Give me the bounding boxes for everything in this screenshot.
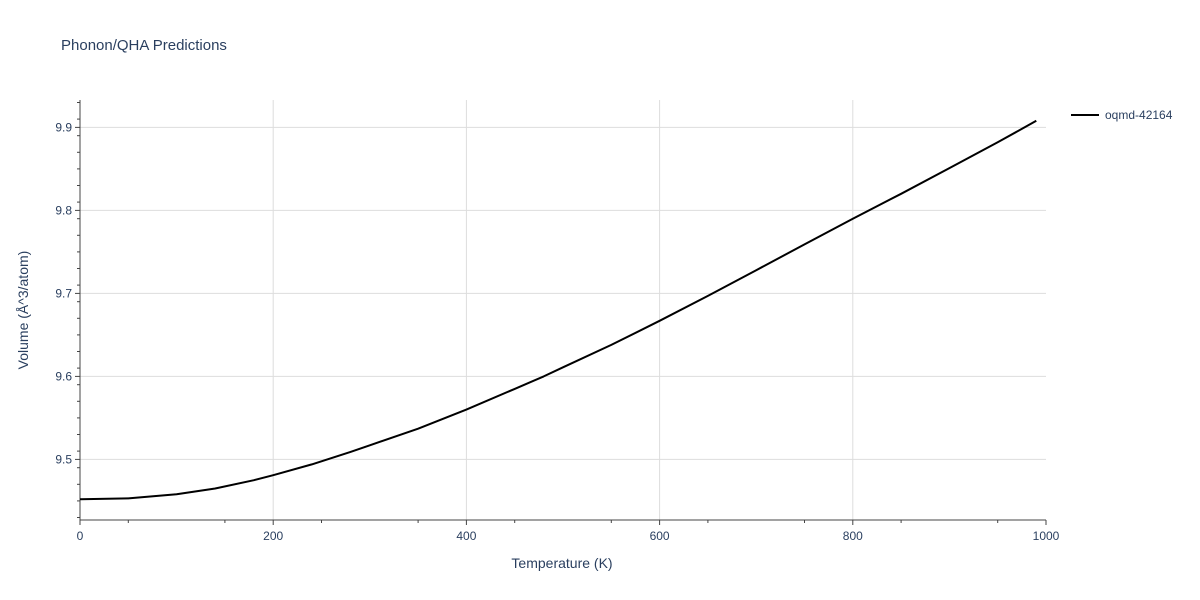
- x-axis-title: Temperature (K): [511, 555, 612, 571]
- chart-title: Phonon/QHA Predictions: [61, 37, 227, 54]
- x-tick-label: 800: [843, 529, 863, 543]
- x-tick-label: 200: [263, 529, 283, 543]
- legend[interactable]: oqmd-42164: [1071, 108, 1173, 122]
- y-axis-title: Volume (Å^3/atom): [15, 251, 31, 370]
- x-tick-label: 0: [77, 529, 84, 543]
- x-tick-label: 400: [456, 529, 476, 543]
- y-tick-label: 9.9: [55, 120, 72, 134]
- y-tick-label: 9.6: [55, 369, 72, 383]
- axes: [79, 100, 1046, 521]
- x-axis-ticks: 0 200 400 600 800 1000: [77, 520, 1060, 543]
- y-tick-label: 9.7: [55, 286, 72, 300]
- gridlines: [80, 100, 1046, 520]
- series-line[interactable]: [79, 119, 1037, 501]
- legend-label[interactable]: oqmd-42164: [1105, 108, 1173, 122]
- y-axis-ticks: 9.5 9.6 9.7 9.8 9.9: [55, 101, 80, 519]
- plot-area: [79, 119, 1037, 501]
- x-tick-label: 600: [650, 529, 670, 543]
- x-tick-label: 1000: [1033, 529, 1060, 543]
- y-tick-label: 9.5: [55, 452, 72, 466]
- y-tick-label: 9.8: [55, 203, 72, 217]
